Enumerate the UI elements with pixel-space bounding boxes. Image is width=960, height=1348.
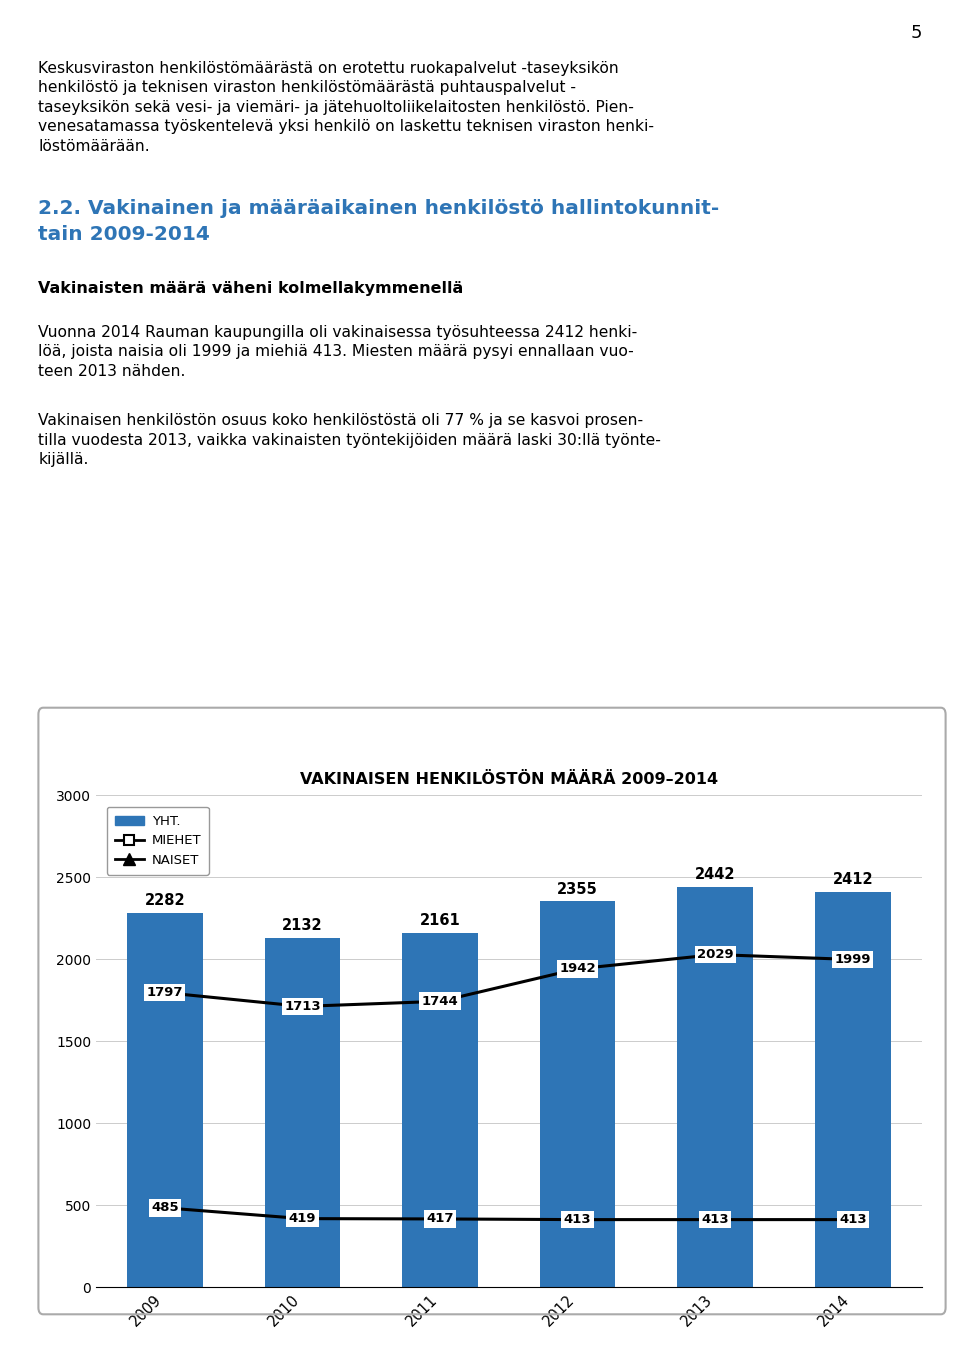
- Text: 413: 413: [564, 1213, 591, 1227]
- Text: Keskusviraston henkilöstömäärästä on erotettu ruokapalvelut -taseyksikön: Keskusviraston henkilöstömäärästä on ero…: [38, 61, 619, 75]
- Text: tilla vuodesta 2013, vaikka vakinaisten työntekijöiden määrä laski 30:llä työnte: tilla vuodesta 2013, vaikka vakinaisten …: [38, 433, 661, 448]
- Text: 2161: 2161: [420, 914, 461, 929]
- Title: VAKINAISEN HENKILÖSTÖN MÄÄRÄ 2009–2014: VAKINAISEN HENKILÖSTÖN MÄÄRÄ 2009–2014: [300, 772, 718, 787]
- Text: 417: 417: [426, 1212, 454, 1225]
- Bar: [402, 933, 478, 1287]
- Bar: [127, 913, 203, 1287]
- Text: 2282: 2282: [145, 894, 185, 909]
- Text: 2355: 2355: [557, 882, 598, 896]
- Legend: YHT., MIEHET, NAISET: YHT., MIEHET, NAISET: [107, 807, 209, 875]
- Text: henkilöstö ja teknisen viraston henkilöstömäärästä puhtauspalvelut -: henkilöstö ja teknisen viraston henkilös…: [38, 80, 576, 96]
- Bar: [678, 887, 753, 1287]
- Bar: [815, 892, 891, 1287]
- Text: 2.2. Vakinainen ja määräaikainen henkilöstö hallintokunnit-: 2.2. Vakinainen ja määräaikainen henkilö…: [38, 200, 720, 218]
- Text: löstömäärään.: löstömäärään.: [38, 139, 150, 154]
- Text: kijällä.: kijällä.: [38, 453, 88, 468]
- Text: teen 2013 nähden.: teen 2013 nähden.: [38, 364, 186, 379]
- Text: 1999: 1999: [834, 953, 871, 967]
- Text: 1713: 1713: [284, 1000, 321, 1012]
- Text: 2412: 2412: [832, 872, 873, 887]
- Text: 2442: 2442: [695, 867, 735, 882]
- Bar: [540, 900, 615, 1287]
- Bar: [265, 938, 340, 1287]
- Text: 1744: 1744: [421, 995, 458, 1008]
- Text: tain 2009-2014: tain 2009-2014: [38, 225, 210, 244]
- Text: 413: 413: [839, 1213, 867, 1227]
- Text: 485: 485: [151, 1201, 179, 1215]
- Text: 2029: 2029: [697, 948, 733, 961]
- Text: venesatamassa työskentelevä yksi henkilö on laskettu teknisen viraston henki-: venesatamassa työskentelevä yksi henkilö…: [38, 120, 655, 135]
- Text: 5: 5: [910, 24, 922, 42]
- Text: 419: 419: [289, 1212, 316, 1225]
- Text: 413: 413: [702, 1213, 729, 1227]
- Text: Vakinaisen henkilöstön osuus koko henkilöstöstä oli 77 % ja se kasvoi prosen-: Vakinaisen henkilöstön osuus koko henkil…: [38, 414, 643, 429]
- Text: löä, joista naisia oli 1999 ja miehiä 413. Miesten määrä pysyi ennallaan vuo-: löä, joista naisia oli 1999 ja miehiä 41…: [38, 345, 635, 360]
- Text: 1797: 1797: [147, 987, 183, 999]
- Text: 1942: 1942: [560, 962, 596, 976]
- Text: 2132: 2132: [282, 918, 323, 933]
- Text: Vuonna 2014 Rauman kaupungilla oli vakinaisessa työsuhteessa 2412 henki-: Vuonna 2014 Rauman kaupungilla oli vakin…: [38, 325, 637, 340]
- Text: taseyksikön sekä vesi- ja viemäri- ja jätehuoltoliikelaitosten henkilöstö. Pien-: taseyksikön sekä vesi- ja viemäri- ja jä…: [38, 100, 635, 115]
- Text: Vakinaisten määrä väheni kolmellakymmenellä: Vakinaisten määrä väheni kolmellakymmene…: [38, 282, 464, 297]
